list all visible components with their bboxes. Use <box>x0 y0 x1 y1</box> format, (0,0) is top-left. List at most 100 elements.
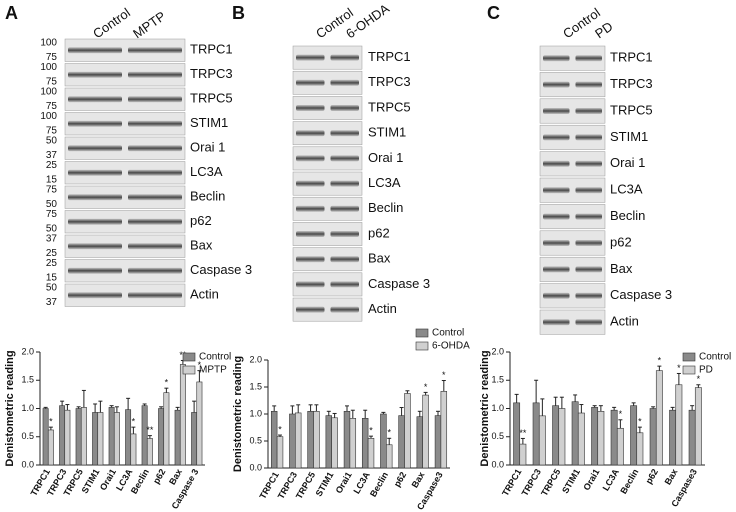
blot-band <box>296 130 325 137</box>
significance: * <box>278 424 282 434</box>
protein-label: STIM1 <box>610 129 648 144</box>
blot-strip <box>292 196 363 221</box>
y-tick-label: 0.0 <box>491 459 504 469</box>
bar <box>313 410 320 469</box>
blot-band <box>68 145 122 152</box>
significance: * <box>697 374 701 384</box>
blot-band <box>543 292 570 299</box>
bar <box>47 429 54 466</box>
blot-strip <box>64 87 186 111</box>
protein-label: STIM1 <box>368 125 406 140</box>
blot-band <box>296 306 325 313</box>
bar <box>158 408 165 466</box>
protein-label: Bax <box>368 251 391 266</box>
blot-band <box>128 292 182 299</box>
protein-label: LC3A <box>368 175 401 190</box>
bar <box>343 410 351 469</box>
bar <box>174 409 181 466</box>
x-tick-label: Beclin <box>618 467 640 495</box>
mw-marker: 100 <box>40 62 57 73</box>
blot-band <box>330 256 359 263</box>
protein-label: Orai 1 <box>610 155 645 170</box>
blot-strip <box>64 185 186 209</box>
blot-band <box>575 160 602 167</box>
protein-label: TRPC3 <box>610 76 653 91</box>
bar <box>75 408 82 466</box>
mw-marker: 50 <box>46 136 58 147</box>
blot-strip <box>64 38 186 62</box>
bar <box>434 415 442 469</box>
y-tick-label: 1.5 <box>249 381 262 391</box>
bar <box>519 443 527 466</box>
bar <box>367 437 375 469</box>
blot-band <box>543 134 570 141</box>
bar <box>113 412 120 466</box>
significance: * <box>677 363 681 373</box>
blot-band <box>128 145 182 152</box>
bar <box>597 411 605 466</box>
blot-band <box>575 292 602 299</box>
legend-label: Control <box>699 352 731 363</box>
bar <box>179 364 186 466</box>
blot-band <box>68 169 122 176</box>
x-tick-label: Bax <box>663 467 680 486</box>
significance: * <box>638 417 642 427</box>
bar <box>97 412 104 466</box>
blot-band <box>68 243 122 250</box>
blot-band <box>543 213 570 220</box>
legend-label: PD <box>699 365 713 376</box>
blot-strip <box>292 297 363 322</box>
blot-band <box>575 187 602 194</box>
blot-band <box>128 194 182 201</box>
bar <box>398 415 405 469</box>
blot-band <box>575 55 602 62</box>
bar <box>42 408 49 466</box>
blot-band <box>128 267 182 274</box>
bar <box>276 436 284 469</box>
blot-strip <box>64 283 186 307</box>
legend-swatch <box>182 352 196 362</box>
protein-label: Actin <box>610 314 639 329</box>
blot-band <box>330 105 359 111</box>
legend-label: Control <box>432 328 464 339</box>
y-tick-label: 0.5 <box>491 431 504 441</box>
blot-band <box>68 71 122 78</box>
bar <box>125 409 132 466</box>
blot-band <box>128 71 182 78</box>
protein-label: TRPC3 <box>190 66 233 81</box>
mw-marker: 25 <box>46 248 58 259</box>
blot-band <box>128 243 182 250</box>
bar <box>130 433 137 466</box>
x-tick-label: p62 <box>644 467 660 485</box>
blot-band <box>68 267 122 274</box>
blot-strip <box>292 222 363 246</box>
blot-band <box>575 319 602 326</box>
bar <box>380 413 387 469</box>
blot-band <box>68 120 122 127</box>
legend-label: 6-OHDA <box>432 341 470 352</box>
blot-band <box>128 218 182 225</box>
mw-marker: 37 <box>46 297 58 308</box>
blot-band <box>575 81 602 88</box>
blot-strip <box>292 272 363 297</box>
protein-label: Caspase 3 <box>610 287 672 302</box>
blot-strip <box>292 121 363 146</box>
blot-band <box>543 319 570 326</box>
blot-band <box>128 47 182 54</box>
mw-marker: 75 <box>46 52 58 63</box>
blot-band <box>296 180 325 187</box>
bar <box>558 408 566 466</box>
blot-strip <box>64 136 186 160</box>
protein-label: TRPC1 <box>190 42 233 57</box>
x-tick-label: p62 <box>392 470 408 488</box>
bar <box>655 370 663 466</box>
x-tick-label: Orai1 <box>581 467 601 492</box>
blot-strip <box>64 210 186 234</box>
blot-band <box>68 47 122 54</box>
bar <box>289 413 296 469</box>
y-tick-label: 0.5 <box>249 435 262 445</box>
blot-band <box>296 79 325 86</box>
bar <box>532 402 540 466</box>
blot-band <box>575 108 602 114</box>
